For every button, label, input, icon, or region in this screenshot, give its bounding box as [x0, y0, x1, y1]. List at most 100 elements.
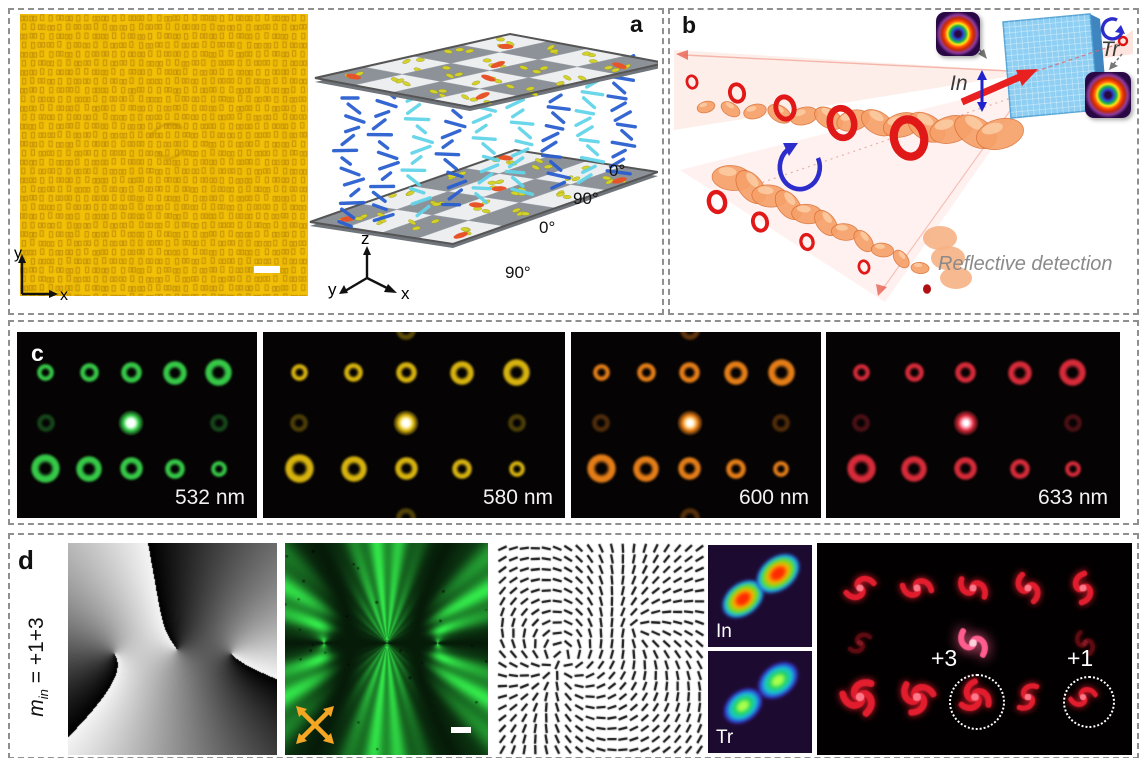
vortex-ring: [1064, 460, 1081, 477]
transmitted-intensity-inset: Tr: [708, 651, 812, 753]
vortex-ring: [679, 362, 701, 384]
vortex-ring: [210, 460, 227, 477]
mode-symbol: m: [25, 699, 48, 717]
vortex-ring: [165, 458, 186, 479]
pom-image-container: [285, 543, 488, 755]
bottom-metasurface-plate: [309, 148, 658, 248]
vortex-ring: [846, 454, 876, 484]
micrograph-axes: y x: [14, 248, 68, 304]
diffraction-panel-633nm: 633 nm: [826, 332, 1120, 518]
wavelength-label: 580 nm: [482, 486, 553, 509]
micrograph-scale-bar: [254, 266, 280, 273]
vortex-ring: [31, 454, 61, 484]
input-mode-inset: [936, 12, 980, 56]
vortex-ring: [1059, 359, 1087, 387]
vortex-ring: [36, 414, 55, 433]
transmitted-mode-inset: [1085, 72, 1131, 118]
vortex-ring: [852, 414, 871, 433]
vortex-ring: [396, 332, 417, 341]
vortex-ring: [955, 362, 977, 384]
vortex-ring: [592, 414, 610, 433]
vortex-ring: [904, 363, 924, 383]
tr-circular-polarization-arrow: [1100, 17, 1124, 41]
reflective-detection-caption: Reflective detection: [938, 253, 1113, 275]
vortex-ring: [767, 359, 795, 387]
zero-order-spot: [676, 410, 703, 437]
panel-d: d min = +1+3 In: [8, 533, 1139, 758]
vortex-ring: [344, 363, 364, 383]
vortex-ring: [633, 455, 659, 482]
input-mode-order-label: min = +1+3: [24, 582, 52, 752]
vortex-ring: [679, 332, 700, 341]
row-angle-label-0: 0°: [609, 161, 626, 180]
vortex-ring: [852, 364, 870, 382]
wavelength-label: 532 nm: [174, 486, 245, 509]
transmitted-vortex-ring: [1117, 35, 1129, 47]
vortex-ring: [209, 414, 228, 433]
vortex-ring: [394, 457, 418, 481]
axis-x-label: x: [401, 284, 410, 303]
top-metasurface-plate: [314, 32, 658, 111]
vortex-ring: [679, 508, 700, 518]
vortex-ring: [592, 364, 610, 382]
order-plus1-label: +1: [1067, 645, 1094, 671]
panel-a: y x z y x 0° 90° 0° 90° a: [8, 8, 664, 315]
vortex-ring: [79, 363, 99, 383]
order-plus3-label: +3: [931, 645, 958, 671]
vortex-ring: [205, 359, 233, 387]
vortex-ring: [678, 457, 702, 481]
wavelength-label: 633 nm: [1037, 486, 1108, 509]
zero-order-spot: [952, 410, 979, 437]
reflected-ray-arrow-bottom: [876, 284, 887, 296]
diffraction-panel-600nm: 600 nm: [571, 332, 821, 518]
vortex-ring: [503, 359, 531, 387]
input-beam-arrow: [960, 69, 1038, 106]
vortex-ring: [450, 360, 475, 385]
mode-subscript: in: [36, 689, 52, 700]
metasurface-micrograph: [20, 14, 308, 296]
vortex-ring: [290, 414, 309, 433]
pom-scale-bar: [451, 727, 471, 733]
vortex-ring: [586, 454, 616, 484]
wavelength-label: 600 nm: [738, 486, 809, 509]
vortex-ring: [508, 460, 525, 477]
vortex-ring: [396, 508, 417, 518]
bilayer-schematic: z y x: [309, 32, 658, 303]
panel-c-label: c: [31, 340, 44, 366]
vortex-ring: [290, 364, 308, 382]
vortex-ring: [119, 457, 143, 481]
spiral-interference-panel: +3 +1: [817, 543, 1132, 755]
micro-axis-y: y: [14, 248, 22, 262]
vortex-ring: [901, 455, 928, 482]
order-plus3-circle: [949, 674, 1005, 730]
row-angle-label-3: 90°: [505, 263, 531, 282]
vortex-ring: [507, 414, 526, 433]
vortex-ring: [724, 360, 748, 385]
axis-y-label: y: [328, 280, 337, 299]
axis-z-label: z: [361, 229, 370, 248]
schematic-axes: z y x: [328, 229, 410, 303]
vortex-ring: [395, 362, 417, 384]
reflective-detection-scene: [674, 13, 1133, 302]
vortex-ring: [284, 454, 314, 484]
row-angle-label-2: 0°: [539, 218, 556, 237]
phase-profile-image: [68, 543, 277, 755]
micro-axis-x: x: [60, 287, 68, 304]
vortex-ring: [340, 455, 367, 482]
panel-c: 532 nm c 580 nm 600 nm 633 nm: [8, 320, 1139, 525]
vortex-ring: [76, 455, 102, 482]
panel-d-label: d: [18, 545, 34, 575]
in-inset-label: In: [716, 621, 732, 642]
vortex-ring: [772, 414, 790, 433]
input-polarization-arrow: [977, 70, 987, 112]
vortex-ring: [726, 458, 746, 479]
vortex-ring: [1008, 360, 1033, 385]
vortex-ring: [163, 360, 188, 385]
zero-order-spot: [393, 410, 420, 437]
order-plus1-circle: [1063, 676, 1115, 728]
tr-inset-label: Tr: [716, 727, 734, 748]
vortex-ring: [1010, 458, 1031, 479]
vortex-ring: [636, 363, 656, 383]
reflected-circular-polarization-arrow: [777, 146, 823, 192]
panel-b-label: b: [682, 12, 697, 38]
